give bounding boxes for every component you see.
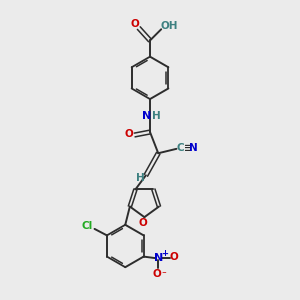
Text: N: N — [189, 143, 198, 153]
Text: C: C — [176, 143, 184, 153]
Text: N: N — [142, 111, 151, 121]
Text: Cl: Cl — [82, 221, 93, 231]
Text: H: H — [152, 111, 161, 121]
Text: O: O — [130, 19, 139, 29]
Text: O: O — [125, 129, 134, 140]
Text: OH: OH — [160, 21, 178, 31]
Text: O: O — [139, 218, 148, 228]
Text: +: + — [161, 249, 168, 258]
Text: O: O — [170, 252, 178, 262]
Text: ≡: ≡ — [184, 143, 192, 153]
Text: ⁻: ⁻ — [161, 270, 166, 279]
Text: N: N — [154, 253, 163, 263]
Text: O: O — [152, 269, 161, 279]
Text: H: H — [136, 173, 144, 183]
